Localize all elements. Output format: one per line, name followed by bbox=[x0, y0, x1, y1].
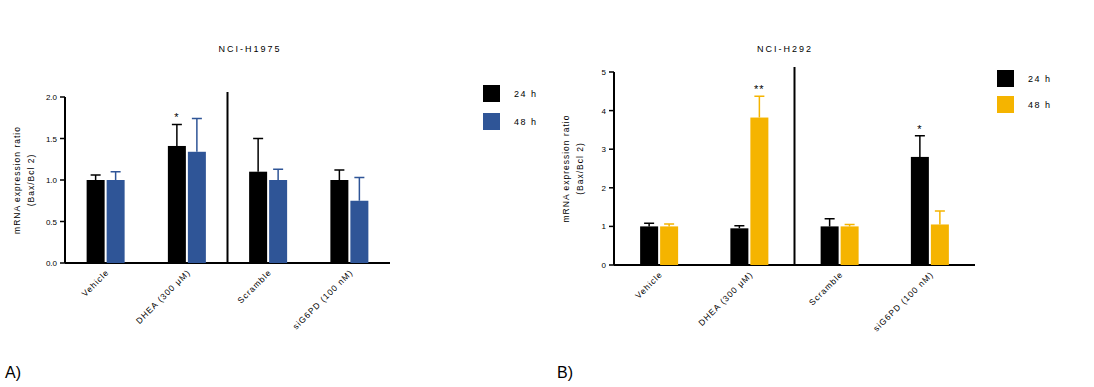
error-bar bbox=[825, 219, 835, 227]
y-axis bbox=[613, 72, 615, 265]
error-bar bbox=[111, 172, 121, 180]
y-tick-label: 1.0 bbox=[46, 176, 58, 185]
y-tick bbox=[609, 187, 614, 189]
x-tick-label: Scramble bbox=[807, 269, 845, 307]
y-tick bbox=[60, 221, 65, 223]
marks bbox=[87, 119, 369, 263]
error-bar bbox=[754, 96, 764, 117]
y-tick-label: 5 bbox=[602, 68, 607, 77]
y-tick bbox=[609, 71, 614, 73]
error-bar bbox=[664, 224, 674, 226]
y-tick-label: 1 bbox=[602, 222, 607, 231]
bar bbox=[350, 201, 368, 263]
y-tick-label: 2 bbox=[602, 184, 607, 193]
y-tick bbox=[609, 226, 614, 228]
error-bar bbox=[192, 119, 202, 152]
significance-label: * bbox=[174, 111, 179, 123]
bar bbox=[640, 226, 658, 265]
x-tick-label: siG6PD (100 nM) bbox=[871, 269, 935, 333]
bar bbox=[269, 180, 287, 263]
y-axis-label: mRNA expression ratio bbox=[12, 126, 22, 234]
bar bbox=[841, 226, 859, 265]
error-bar bbox=[734, 226, 744, 229]
legend-label: 24 h bbox=[1028, 74, 1052, 84]
group-separator bbox=[227, 92, 229, 263]
error-bar bbox=[354, 178, 364, 201]
bar bbox=[821, 226, 839, 265]
y-tick bbox=[609, 110, 614, 112]
y-tick bbox=[60, 138, 65, 140]
significance-label: ** bbox=[754, 83, 765, 95]
bar bbox=[330, 180, 348, 263]
panel-label: A) bbox=[5, 364, 21, 381]
bar bbox=[107, 180, 125, 263]
error-bar bbox=[273, 169, 283, 180]
error-bar bbox=[253, 139, 263, 172]
x-tick-label: Vehicle bbox=[633, 269, 664, 300]
x-tick-label: siG6PD (100 nM) bbox=[291, 267, 355, 331]
y-tick bbox=[60, 96, 65, 98]
x-tick-label: DHEA (300 μM) bbox=[134, 267, 192, 325]
error-bar bbox=[644, 223, 654, 226]
y-tick-label: 4 bbox=[602, 107, 607, 116]
x-tick-label: DHEA (300 μM) bbox=[696, 269, 754, 327]
legend-swatch bbox=[997, 70, 1014, 87]
legend-swatch bbox=[997, 96, 1014, 113]
group-separator bbox=[794, 67, 796, 265]
marks bbox=[640, 96, 949, 265]
legend-swatch bbox=[483, 113, 500, 130]
legend-swatch bbox=[483, 85, 500, 102]
y-tick-label: 0 bbox=[602, 261, 607, 270]
error-bar bbox=[915, 136, 925, 157]
bar bbox=[750, 118, 768, 265]
error-bar bbox=[172, 124, 182, 146]
legend-label: 48 h bbox=[514, 117, 538, 127]
y-axis-label: mRNA expression ratio bbox=[561, 115, 571, 223]
figure: NCI-H1975 A) mRNA expression ratio (Bax/Bcl… bbox=[0, 0, 1094, 387]
error-bar bbox=[935, 211, 945, 225]
chart-panel: NCI-H292 B) mRNA expression ratio (Bax/Bcl … bbox=[557, 44, 1052, 381]
bar bbox=[931, 224, 949, 265]
legend-label: 48 h bbox=[1028, 100, 1052, 110]
bar bbox=[249, 172, 267, 263]
bar bbox=[188, 152, 206, 263]
y-tick-label: 0.5 bbox=[46, 218, 58, 227]
y-tick bbox=[609, 264, 614, 266]
y-tick-label: 2.0 bbox=[46, 93, 58, 102]
y-tick bbox=[609, 148, 614, 150]
bar bbox=[911, 157, 929, 265]
y-axis-label: (Bax/Bcl 2) bbox=[575, 142, 585, 195]
chart-title: NCI-H1975 bbox=[218, 44, 281, 54]
panel-label: B) bbox=[557, 364, 573, 381]
bar bbox=[87, 180, 105, 263]
significance-label: * bbox=[917, 123, 922, 135]
error-bar bbox=[91, 175, 101, 180]
x-tick-label: Vehicle bbox=[80, 267, 111, 298]
bar bbox=[660, 226, 678, 265]
bar bbox=[168, 146, 186, 263]
bar bbox=[730, 228, 748, 265]
y-tick bbox=[60, 179, 65, 181]
legend-label: 24 h bbox=[514, 89, 538, 99]
y-tick-label: 3 bbox=[602, 145, 607, 154]
error-bar bbox=[845, 224, 855, 226]
y-tick-label: 1.5 bbox=[46, 135, 58, 144]
error-bar bbox=[334, 170, 344, 180]
y-axis-label: (Bax/Bcl 2) bbox=[26, 154, 36, 207]
chart-title: NCI-H292 bbox=[757, 44, 813, 54]
y-tick bbox=[60, 262, 65, 264]
y-tick-label: 0.0 bbox=[46, 259, 58, 268]
x-tick-label: Scramble bbox=[235, 267, 273, 305]
chart-panel: NCI-H1975 A) mRNA expression ratio (Bax/Bcl… bbox=[5, 44, 538, 381]
